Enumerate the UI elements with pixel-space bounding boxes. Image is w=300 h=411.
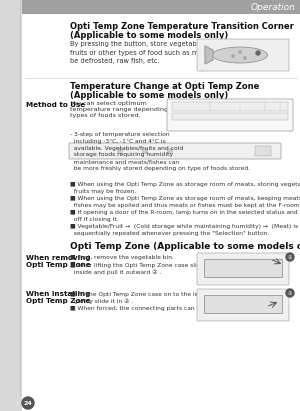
- Bar: [204, 295, 282, 313]
- Text: You can select optimum: You can select optimum: [70, 101, 147, 106]
- FancyBboxPatch shape: [197, 39, 289, 71]
- Text: - 3-step of temperature selection
  including -3°C, -1°C and 4°C is
  available.: - 3-step of temperature selection includ…: [70, 132, 250, 171]
- Circle shape: [244, 57, 246, 59]
- Text: Opti Temp Zone Temperature Transition Corner: Opti Temp Zone Temperature Transition Co…: [70, 22, 294, 31]
- Text: ①: ①: [288, 291, 292, 296]
- Text: When removing: When removing: [26, 255, 91, 261]
- Bar: [0, 0, 22, 411]
- Bar: [172, 113, 288, 120]
- Text: Temperature Change at Opti Temp Zone: Temperature Change at Opti Temp Zone: [70, 82, 260, 91]
- Circle shape: [239, 51, 241, 53]
- Text: (Applicable to some models only): (Applicable to some models only): [70, 31, 228, 40]
- Text: 24: 24: [24, 400, 32, 406]
- FancyBboxPatch shape: [69, 143, 281, 159]
- Text: Opti Temp Zone (Applicable to some models only): Opti Temp Zone (Applicable to some model…: [70, 242, 300, 251]
- Text: ■ When using the Opti Temp Zone as storage room of meats, storing vegetables or
: ■ When using the Opti Temp Zone as stora…: [70, 182, 300, 194]
- Text: ①: ①: [288, 254, 292, 259]
- Circle shape: [286, 289, 294, 297]
- Text: By pressing the button, store vegetables,
fruits or other types of food such as : By pressing the button, store vegetables…: [70, 41, 218, 64]
- Bar: [22, 0, 300, 14]
- Circle shape: [22, 397, 34, 409]
- Text: ■ First, remove the vegetable bin.
■ After lifting the Opti Temp Zone case sligh: ■ First, remove the vegetable bin. ■ Aft…: [70, 255, 240, 275]
- Text: ■ When using the Opti Temp Zone as storage room of meats, keeping meats or
  fis: ■ When using the Opti Temp Zone as stora…: [70, 196, 300, 208]
- Ellipse shape: [212, 47, 268, 63]
- FancyBboxPatch shape: [167, 99, 293, 131]
- Text: ■ Vegetable/Fruit →  (Cold storage while maintaining humidity) →  (Meat) is
  se: ■ Vegetable/Fruit → (Cold storage while …: [70, 224, 298, 236]
- Text: When installing: When installing: [26, 291, 90, 297]
- Text: (Applicable to some models only): (Applicable to some models only): [70, 91, 228, 100]
- Polygon shape: [205, 46, 213, 64]
- Circle shape: [117, 148, 123, 154]
- Bar: [255, 146, 271, 156]
- Text: types of foods stored.: types of foods stored.: [70, 113, 141, 118]
- Text: Opti Temp Zone: Opti Temp Zone: [26, 298, 91, 304]
- FancyBboxPatch shape: [197, 253, 289, 285]
- FancyBboxPatch shape: [197, 289, 289, 321]
- Text: temperature range depending on: temperature range depending on: [70, 107, 178, 112]
- Text: Operation: Operation: [251, 2, 296, 12]
- Text: ■ If opening a door of the R-room, lamp turns on in the selected status and lamp: ■ If opening a door of the R-room, lamp …: [70, 210, 300, 222]
- Circle shape: [232, 55, 234, 57]
- Text: Method to Use: Method to Use: [26, 102, 85, 108]
- Bar: [172, 102, 288, 111]
- Circle shape: [256, 51, 260, 55]
- Circle shape: [286, 253, 294, 261]
- Circle shape: [167, 148, 173, 154]
- Text: ■ Fit the Opti Temp Zone case on to the ledge ① and
  gently slide it in ② .
■ W: ■ Fit the Opti Temp Zone case on to the …: [70, 291, 236, 311]
- Text: Opti Temp Zone: Opti Temp Zone: [26, 262, 91, 268]
- Bar: [204, 259, 282, 277]
- Circle shape: [142, 148, 148, 154]
